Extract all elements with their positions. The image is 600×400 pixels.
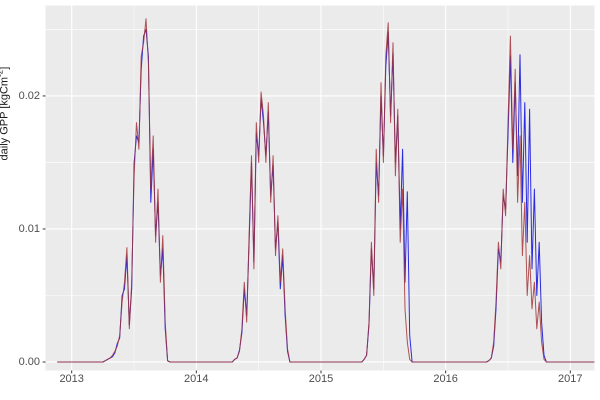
- x-tick-label-2013: 2013: [59, 373, 84, 385]
- series-red-line: [57, 18, 595, 363]
- x-tick-label-2014: 2014: [184, 373, 209, 385]
- x-tick-label-2016: 2016: [433, 373, 458, 385]
- y-axis-title: daily GPP [kgCm-2]: [0, 67, 10, 161]
- y-tick-label-2: 0.02: [18, 89, 40, 102]
- y-tick-label-1: 0.01: [18, 222, 40, 235]
- x-tick-label-2017: 2017: [558, 373, 583, 385]
- y-axis-title-superscript: -2: [0, 69, 5, 77]
- x-tick-label-2015: 2015: [308, 373, 334, 385]
- y-tick-label-0: 0.00: [18, 355, 40, 368]
- y-axis-title-suffix: ]: [0, 67, 10, 70]
- plot-panel: [45, 5, 595, 371]
